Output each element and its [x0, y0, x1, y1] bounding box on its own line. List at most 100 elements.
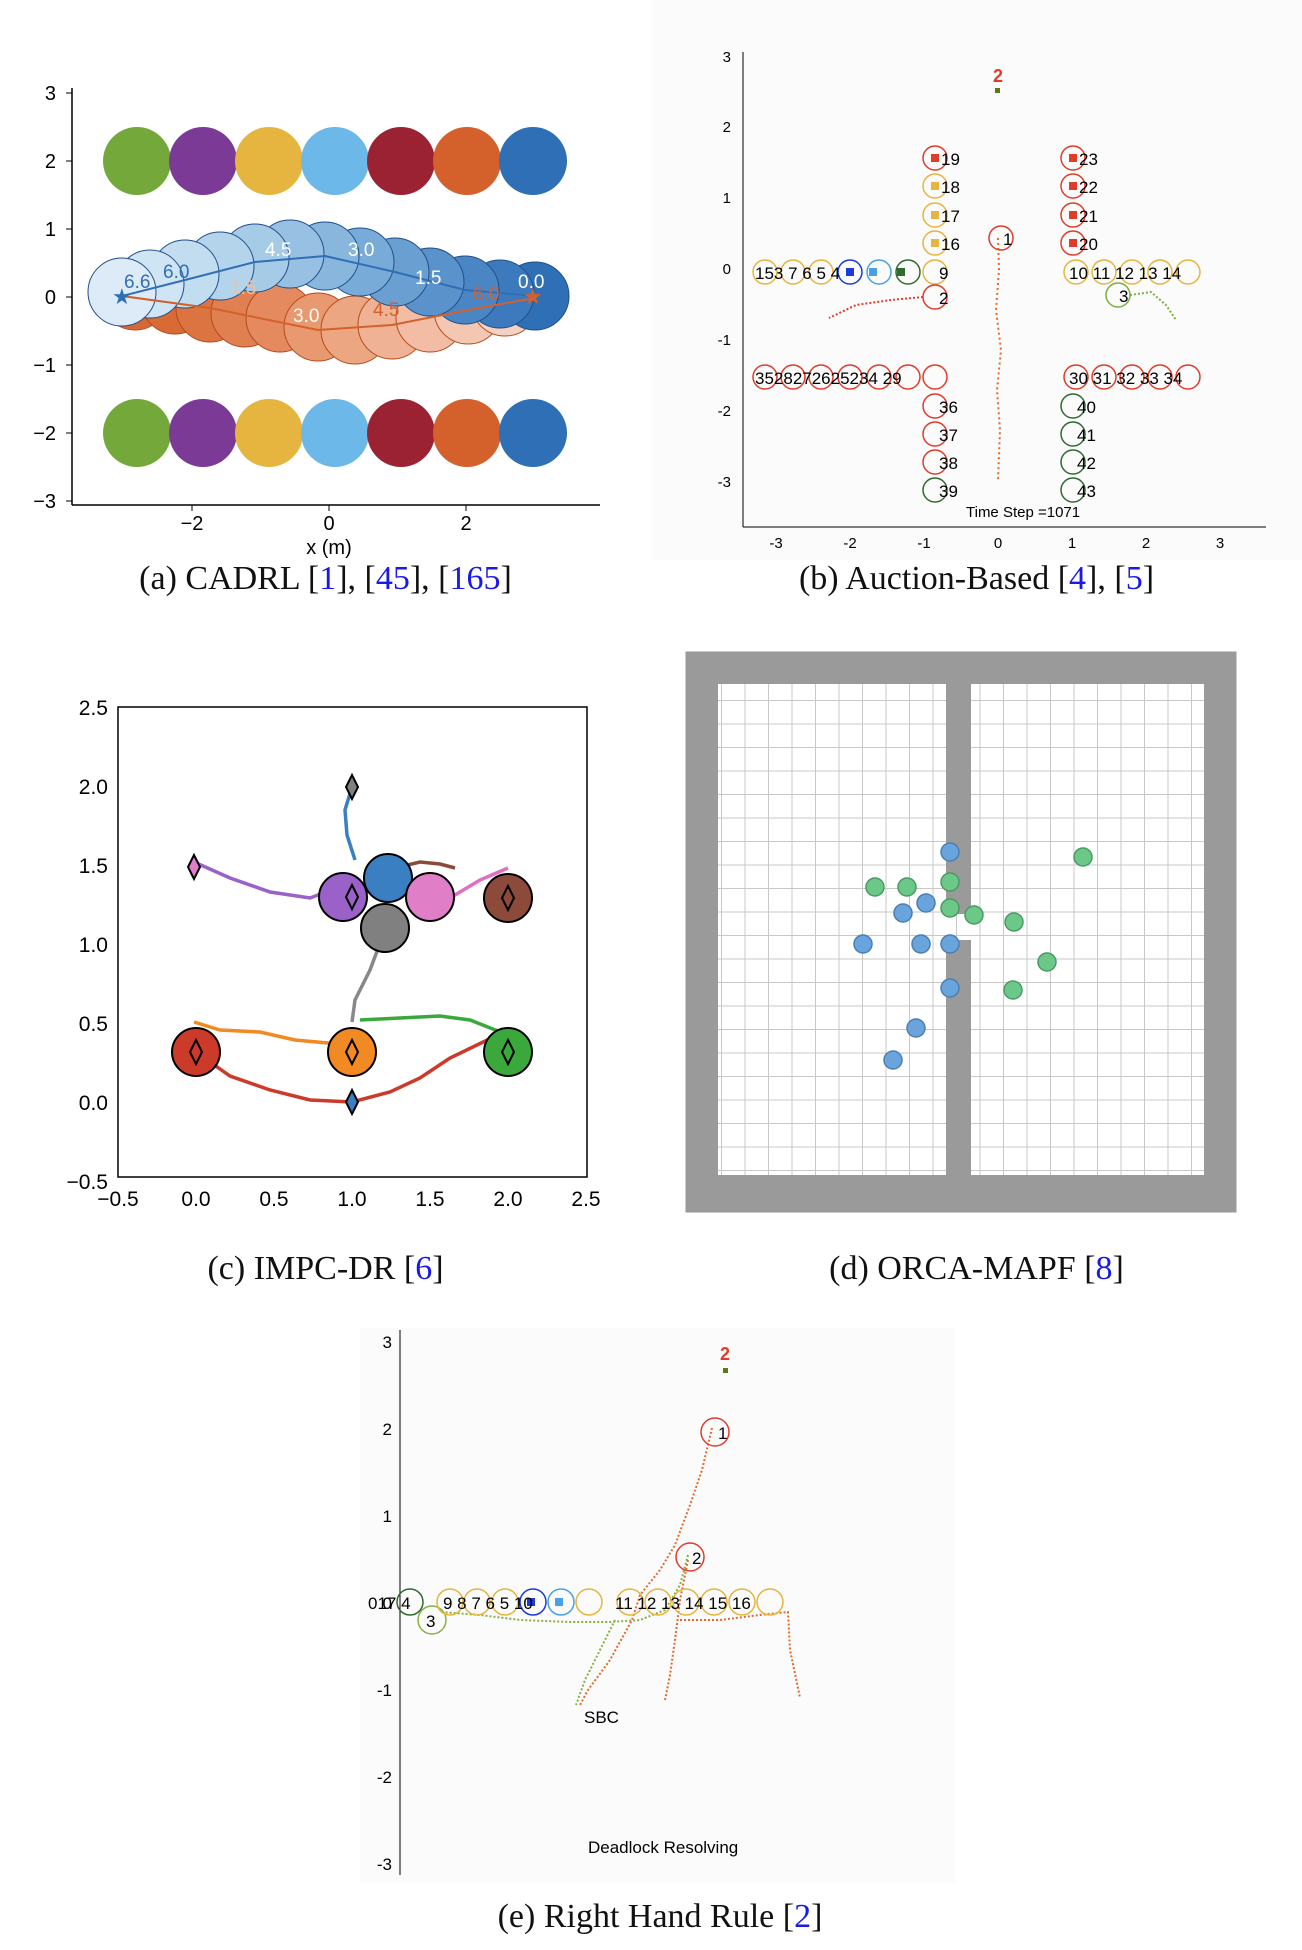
agent-center: 1	[988, 225, 1014, 251]
x-tick: 3	[1216, 535, 1224, 552]
time-label: 1.5	[415, 268, 441, 289]
time-step-label: Time Step =1071	[966, 504, 1080, 521]
x-axis-label: x (m)	[306, 537, 352, 559]
panel-d-orca: (d) ORCA-MAPF [8]	[651, 630, 1302, 1290]
auction-bottom-right: 40 41 42 43	[1060, 393, 1096, 503]
svg-text:9 8 7 6 5 10: 9 8 7 6 5 10	[443, 1594, 533, 1613]
y-tick: 1	[383, 1507, 392, 1526]
y-tick: −1	[33, 355, 56, 377]
caption-c: (c) IMPC-DR [6]	[207, 1250, 444, 1287]
x-tick: 0.5	[259, 1188, 288, 1211]
ref-link[interactable]: 45	[375, 560, 410, 597]
time-label: 4.5	[265, 240, 291, 261]
x-tick: 0.0	[181, 1188, 210, 1211]
deadlock-label: Deadlock Resolving	[588, 1838, 738, 1857]
svg-text:153 7 6 5 4: 153 7 6 5 4	[755, 264, 840, 283]
cadrl-blue-trail: ★ ★	[87, 219, 570, 332]
cadrl-y-ticks: 3 2 1 0 −1 −2 −3	[33, 83, 72, 513]
y-tick: -1	[377, 1681, 392, 1700]
ref-link[interactable]: 6	[415, 1250, 433, 1287]
static-agent	[499, 127, 567, 195]
cadrl-static-agents	[103, 127, 567, 467]
x-tick: −2	[181, 513, 204, 535]
svg-text:3528272625234 29: 3528272625234 29	[755, 369, 902, 388]
auction-bottom-left: 36 37 38 39	[922, 393, 958, 503]
x-tick: -3	[769, 535, 782, 552]
svg-text:41: 41	[1077, 426, 1096, 445]
sbc-label: SBC	[584, 1708, 619, 1727]
y-tick: 3	[45, 83, 56, 105]
agent-1: 1	[700, 1417, 730, 1447]
svg-text:42: 42	[1077, 454, 1096, 473]
impc-x-ticks: −0.5 0.0 0.5 1.0 1.5 2.0 2.5	[97, 1188, 600, 1211]
y-tick: −3	[33, 491, 56, 513]
orca-grid	[681, 648, 1241, 1218]
y-tick: -3	[718, 474, 731, 491]
svg-text:21: 21	[1079, 207, 1098, 226]
star-icon: ★	[523, 284, 543, 309]
static-agent	[169, 399, 237, 467]
ref-link[interactable]: 5	[1125, 560, 1143, 597]
cadrl-plot: 3 2 1 0 −1 −2 −3 −2 0 2 x (m)	[33, 83, 600, 559]
svg-text:16: 16	[941, 235, 960, 254]
svg-text:20: 20	[1079, 235, 1098, 254]
ref-link[interactable]: 2	[794, 1898, 812, 1935]
time-label: 6.6	[124, 272, 150, 293]
caption-a: (a) CADRL [1], [45], [165]	[139, 560, 512, 597]
y-tick: -2	[377, 1768, 392, 1787]
y-tick: 1	[723, 190, 731, 207]
x-tick: 0	[994, 535, 1002, 552]
static-agent	[169, 127, 237, 195]
agent-3: 3	[1105, 282, 1177, 321]
svg-text:2: 2	[939, 289, 948, 308]
static-agent	[433, 399, 501, 467]
svg-text:1: 1	[718, 1424, 727, 1443]
x-tick: 2.0	[493, 1188, 522, 1211]
righthand-y-ticks: 3 2 1 0 -1 -2 -3	[377, 1333, 392, 1874]
x-tick: −0.5	[97, 1188, 138, 1211]
star-icon: ★	[112, 284, 132, 309]
caption-text: (d) ORCA-MAPF [	[829, 1250, 1096, 1287]
righthand-row-0: 017 4 9 8 7 6 5 10 11 12 13 14 15 16	[368, 1588, 784, 1616]
ref-link[interactable]: 165	[449, 560, 501, 597]
caption-text: (a) CADRL [	[139, 560, 320, 597]
ref-link[interactable]: 1	[319, 560, 337, 597]
static-agent	[301, 399, 369, 467]
ref-link[interactable]: 8	[1095, 1250, 1113, 1287]
svg-text:40: 40	[1077, 398, 1096, 417]
svg-text:17: 17	[941, 207, 960, 226]
svg-text:2: 2	[692, 1549, 701, 1568]
y-tick: 1	[45, 219, 56, 241]
y-tick: 2.0	[79, 776, 108, 799]
caption-text: (c) IMPC-DR [	[207, 1250, 416, 1287]
svg-text:3: 3	[1119, 287, 1128, 306]
svg-text:11 12 13 14 15 16: 11 12 13 14 15 16	[615, 1594, 751, 1613]
svg-text:36: 36	[939, 398, 958, 417]
auction-right-column: 23 22 21 20	[1060, 145, 1098, 256]
time-label: 6.0	[163, 262, 189, 283]
y-tick: 0	[723, 261, 731, 278]
svg-text:19: 19	[941, 150, 960, 169]
svg-text:017 4: 017 4	[368, 1594, 411, 1613]
auction-x-ticks: -3 -2 -1 0 1 2 3	[769, 535, 1224, 552]
static-agent	[235, 127, 303, 195]
caption-d: (d) ORCA-MAPF [8]	[829, 1250, 1124, 1287]
x-tick: 1.0	[337, 1188, 366, 1211]
x-tick: -2	[843, 535, 856, 552]
static-agent	[235, 399, 303, 467]
svg-text:18: 18	[941, 178, 960, 197]
cadrl-x-ticks: −2 0 2	[181, 505, 472, 535]
svg-text:43: 43	[1077, 482, 1096, 501]
caption-text: (b) Auction-Based [	[798, 560, 1070, 597]
ref-link[interactable]: 4	[1069, 560, 1087, 597]
static-agent	[103, 127, 171, 195]
svg-text:37: 37	[939, 426, 958, 445]
svg-text:39: 39	[939, 482, 958, 501]
static-agent	[367, 399, 435, 467]
svg-text:10 11 12 13 14: 10 11 12 13 14	[1069, 264, 1181, 283]
auction-left-column: 19 18 17 16 9 2	[922, 145, 960, 310]
panel-b-auction: 3 2 1 0 -1 -2 -3 -3 -2 -1 0 1 2 3 2 1 19…	[651, 0, 1302, 600]
impc-plot: 2.5 2.0 1.5 1.0 0.5 0.0 −0.5 −0.5 0.0 0.…	[67, 697, 601, 1211]
svg-text:23: 23	[1079, 150, 1098, 169]
top-marker-label: 2	[993, 66, 1003, 86]
